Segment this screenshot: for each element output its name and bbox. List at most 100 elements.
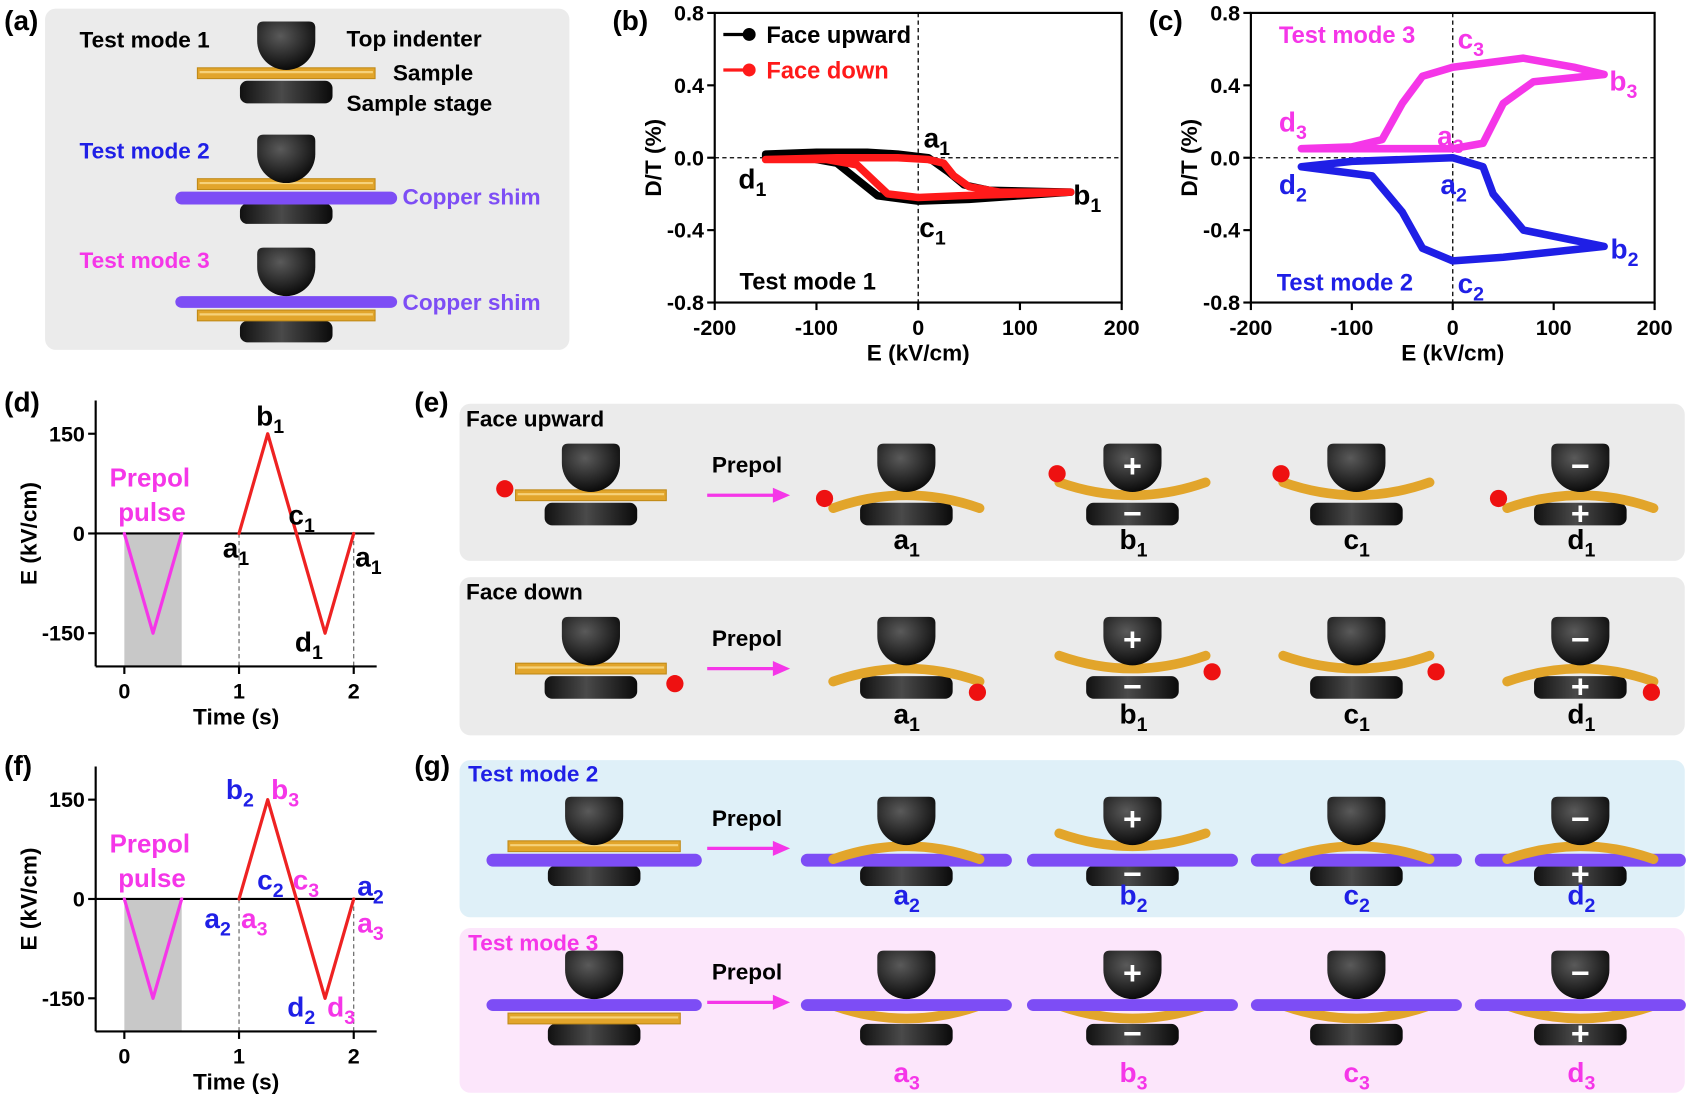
point-label: a3: [1437, 120, 1464, 158]
chart-note: Prepol: [110, 831, 190, 859]
point-label: a1: [893, 698, 920, 736]
indenter: [877, 616, 936, 666]
sample: [1502, 841, 1659, 864]
x-tick-label: -200: [1229, 316, 1272, 340]
indenter: [1103, 796, 1162, 846]
y-axis-label: D/T (%): [641, 119, 666, 197]
point-label: d1: [738, 163, 766, 201]
label-sub: 2: [1473, 283, 1484, 305]
charge-sign: +: [1123, 621, 1142, 657]
point-label: a2: [893, 879, 920, 917]
label-base: d: [295, 626, 312, 657]
data-line: [122, 531, 184, 635]
sample-stage: [544, 502, 638, 526]
label-sub: 3: [1137, 1073, 1148, 1095]
sample-stage: [239, 203, 333, 224]
label-sub: 3: [1453, 136, 1464, 158]
series-label: Test mode 3: [1279, 23, 1415, 49]
charge-sign: +: [1571, 495, 1590, 531]
indenter: [1327, 950, 1386, 1000]
y-tick-label: 0: [73, 888, 85, 912]
label-base: b: [1120, 524, 1137, 555]
data-line: [1297, 54, 1608, 153]
charge-sign: −: [1571, 801, 1590, 837]
row-title: Test mode 2: [468, 762, 598, 787]
label-base: a: [893, 1057, 909, 1088]
label-base: a: [357, 871, 373, 902]
sample-stage: [1086, 502, 1179, 526]
label-sub: 2: [243, 789, 254, 811]
sample: [828, 663, 985, 687]
legend-label: Face upward: [766, 23, 911, 49]
part-label: Copper shim: [403, 290, 541, 315]
legend-marker: [742, 27, 756, 41]
indenter: [565, 796, 624, 846]
data-line: [237, 432, 356, 635]
label-sub: 3: [1359, 1073, 1370, 1095]
sample: [1278, 650, 1435, 674]
label-sub: 1: [1137, 540, 1148, 562]
y-tick-label: -0.4: [1203, 219, 1240, 243]
x-tick-label: 0: [1447, 316, 1459, 340]
indenter: [257, 247, 316, 297]
shaded-region: [124, 898, 182, 1032]
row-title: Face down: [466, 580, 583, 605]
part-label: Sample stage: [347, 91, 493, 116]
data-line: [122, 897, 184, 1000]
y-tick-label: 0.4: [674, 74, 704, 98]
label-sub: 1: [304, 515, 315, 537]
point-label: a3: [893, 1057, 920, 1095]
sample-stage: [544, 676, 638, 699]
copper-shim: [1026, 853, 1238, 867]
sample: [1054, 477, 1211, 501]
point-label: c2: [1343, 879, 1370, 917]
label-base: d: [327, 991, 344, 1022]
marker-dot: [1489, 489, 1508, 508]
panel-label: (b): [612, 5, 648, 36]
charge-sign: +: [1571, 1015, 1590, 1051]
mode-label: Test mode 1: [80, 27, 210, 52]
marker-dot: [815, 489, 834, 508]
label-base: c: [257, 864, 273, 895]
charge-sign: +: [1571, 856, 1590, 892]
indenter: [565, 950, 624, 1000]
point-label: d2: [1279, 169, 1307, 207]
sample: [1278, 841, 1435, 864]
label-sub: 3: [308, 880, 319, 902]
charge-sign: +: [1123, 955, 1142, 991]
sample-stage: [1086, 676, 1179, 699]
sample: [1502, 490, 1659, 514]
point-label: b3: [1120, 1057, 1148, 1095]
label-base: d: [1567, 698, 1584, 729]
point-label: d3: [327, 991, 355, 1029]
label-base: c: [1343, 879, 1359, 910]
point-label: a1: [223, 533, 250, 571]
label-sub: 1: [1359, 714, 1370, 736]
label-base: b: [1120, 698, 1137, 729]
x-tick-label: 0: [118, 680, 130, 704]
point-label: d3: [1567, 1057, 1595, 1095]
marker-dot: [1203, 663, 1221, 681]
marker-dot: [968, 683, 987, 701]
y-axis-label: D/T (%): [1177, 119, 1202, 197]
label-base: a: [355, 541, 371, 572]
point-label: a3: [357, 907, 384, 945]
label-base: a: [204, 903, 220, 934]
x-tick-label: -200: [693, 316, 736, 340]
point-label: c3: [1343, 1057, 1370, 1095]
y-tick-label: 0.8: [1210, 1, 1240, 25]
label-sub: 3: [344, 1007, 355, 1029]
label-base: b: [271, 774, 288, 805]
label-sub: 3: [1627, 81, 1638, 103]
label-sub: 3: [257, 919, 268, 941]
chart-note: Prepol: [110, 465, 190, 493]
label-base: d: [287, 991, 304, 1022]
charge-sign: −: [1571, 621, 1590, 657]
label-sub: 2: [1296, 184, 1307, 206]
y-tick-label: 0.4: [1210, 74, 1240, 98]
y-tick-label: -0.8: [667, 291, 704, 315]
label-sub: 3: [1473, 39, 1484, 61]
label-base: a: [357, 907, 373, 938]
label-base: c: [1458, 268, 1474, 299]
marker-dot: [1048, 465, 1066, 483]
